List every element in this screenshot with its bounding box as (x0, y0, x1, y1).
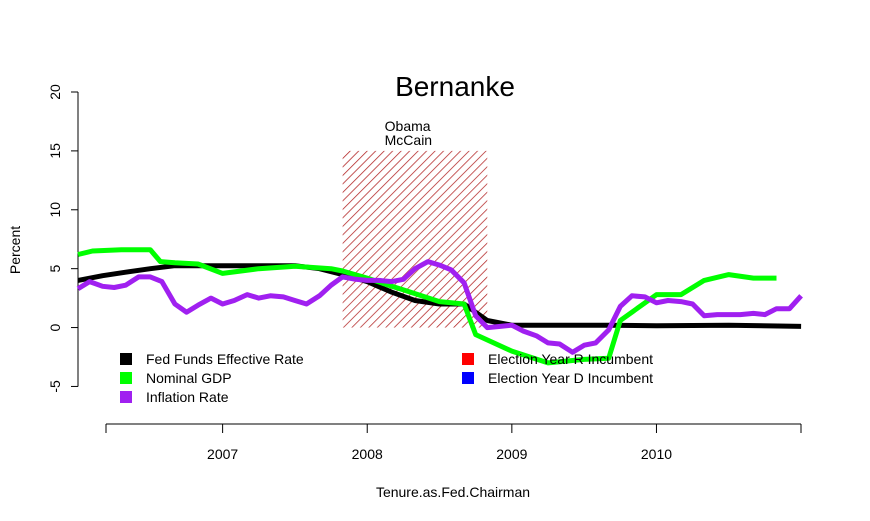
legend-label: Nominal GDP (146, 370, 232, 386)
chart-title: Bernanke (395, 71, 515, 102)
election-region-label: McCain (385, 132, 432, 148)
y-tick-label: 10 (47, 202, 63, 218)
legend-swatch (120, 391, 132, 403)
series-line-inflation-rate (76, 259, 803, 355)
y-tick-label: 0 (47, 323, 63, 331)
y-tick-label: 20 (47, 84, 63, 100)
x-axis-label: Tenure.as.Fed.Chairman (376, 484, 530, 500)
legend-label: Election Year D Incumbent (488, 370, 653, 386)
y-tick-label: 5 (47, 265, 63, 273)
legend-label: Inflation Rate (146, 389, 229, 405)
legend: Fed Funds Effective Rate Nominal GDP Infla… (120, 351, 653, 405)
y-tick-label: 15 (47, 143, 63, 159)
y-axis-label: Percent (7, 226, 23, 274)
election-region-label: Obama (385, 118, 431, 134)
y-tick-label: -5 (47, 380, 63, 393)
x-tick-label: 2007 (207, 446, 238, 462)
x-tick-label: 2009 (496, 446, 527, 462)
legend-swatch (462, 372, 474, 384)
series-line-nominal-gdp (77, 247, 777, 366)
legend-swatch (120, 372, 132, 384)
legend-swatch (120, 353, 132, 365)
series-layer (76, 247, 803, 366)
legend-label: Fed Funds Effective Rate (146, 351, 304, 367)
legend-label: Election Year R Incumbent (488, 351, 653, 367)
axes: -5 0 5 10 15 20 2007 2008 2009 2010 (47, 84, 802, 462)
x-tick-label: 2008 (352, 446, 383, 462)
x-tick-label: 2010 (641, 446, 672, 462)
legend-swatch (462, 353, 474, 365)
